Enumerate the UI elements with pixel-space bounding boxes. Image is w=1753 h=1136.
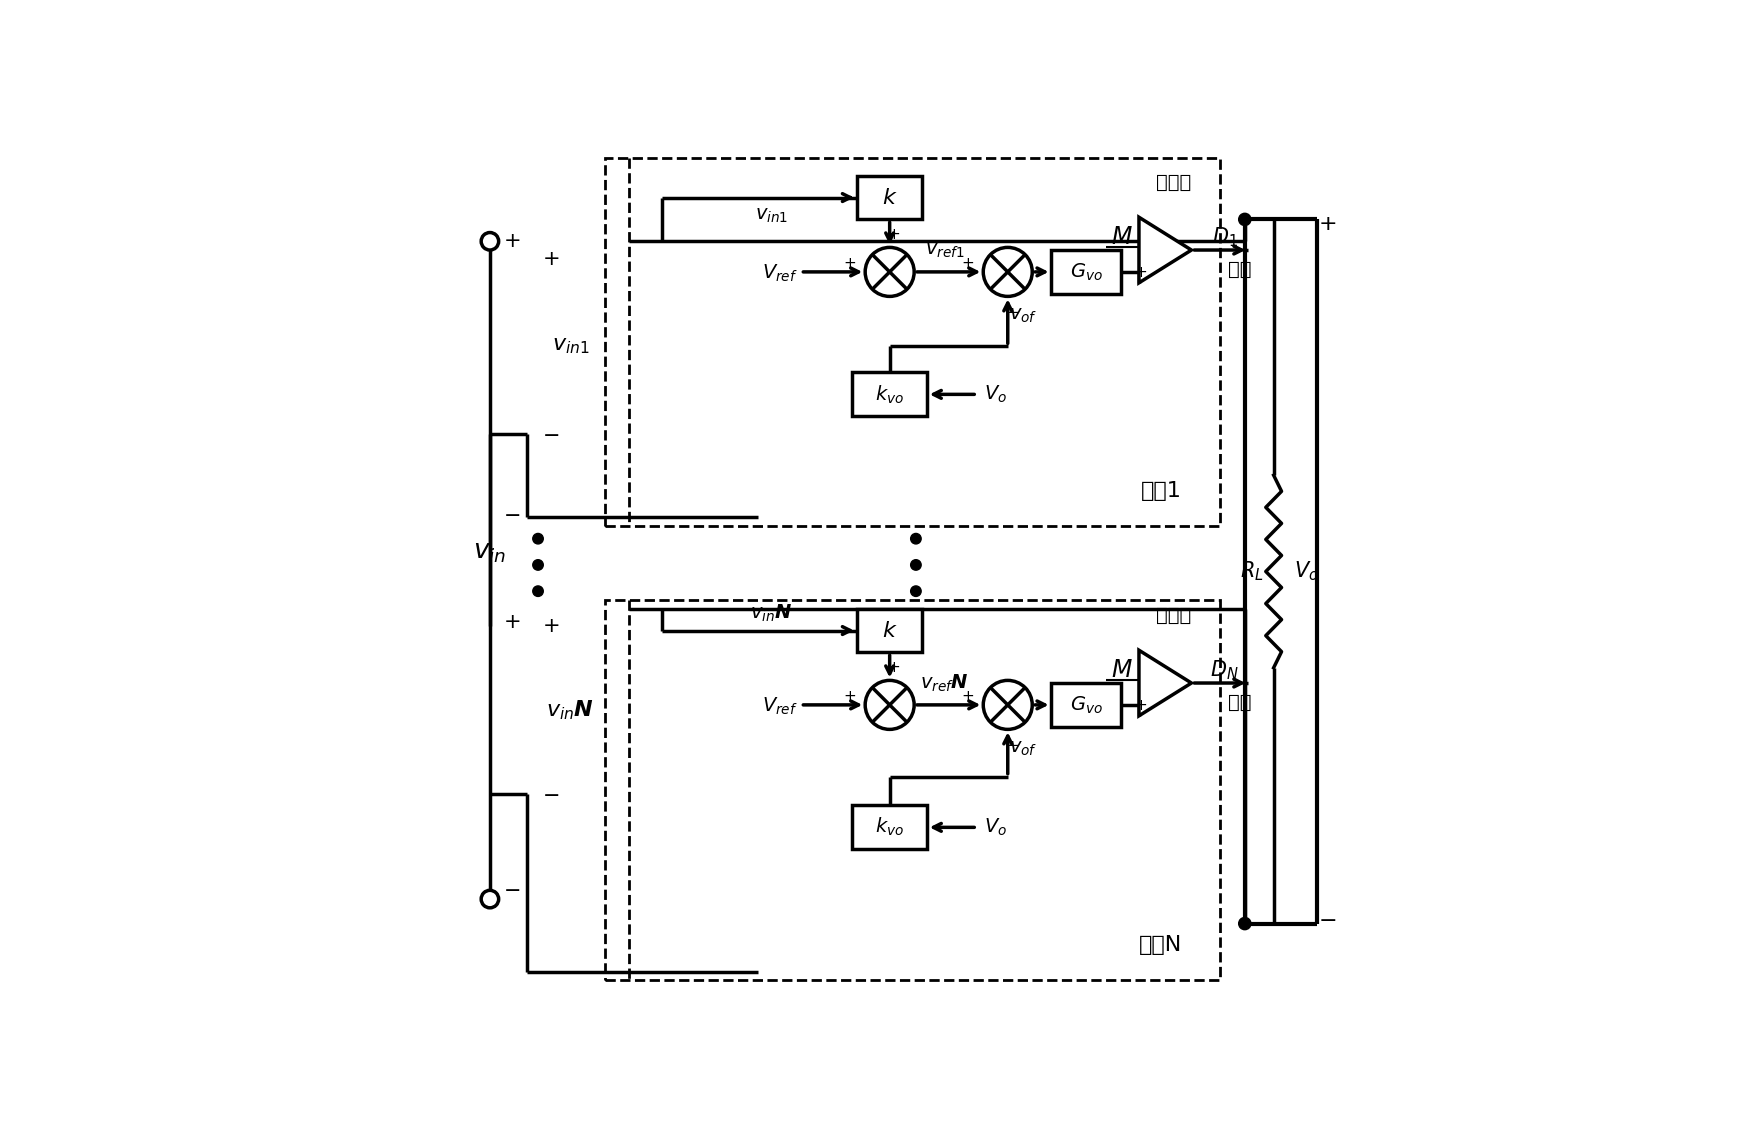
Text: $+$: $+$ <box>887 660 901 675</box>
Text: $V_o$: $V_o$ <box>983 384 1008 406</box>
Text: 比较器: 比较器 <box>1157 173 1192 192</box>
Circle shape <box>533 534 543 544</box>
Circle shape <box>480 233 498 250</box>
Text: $V_o$: $V_o$ <box>1294 560 1318 583</box>
Text: $k_{vo}$: $k_{vo}$ <box>875 816 905 838</box>
Text: $-$: $-$ <box>503 504 521 524</box>
Text: $k$: $k$ <box>882 187 898 208</box>
Text: $\mathit{M}$: $\mathit{M}$ <box>1111 225 1132 249</box>
Bar <box>852 805 927 850</box>
Text: $v_{of}$: $v_{of}$ <box>1010 740 1038 758</box>
Text: $v_{in}$N: $v_{in}$N <box>750 602 792 624</box>
Text: $-$: $-$ <box>542 784 559 804</box>
Text: $R_L$: $R_L$ <box>1239 560 1264 583</box>
Text: $+$: $+$ <box>961 256 975 270</box>
Text: $+$: $+$ <box>843 256 855 270</box>
Bar <box>857 176 922 219</box>
Polygon shape <box>1139 217 1192 283</box>
Polygon shape <box>1139 650 1192 716</box>
Text: 比较器: 比较器 <box>1157 605 1192 625</box>
Text: $v_{in1}$: $v_{in1}$ <box>756 206 789 225</box>
Text: $-$: $-$ <box>542 424 559 444</box>
Circle shape <box>1239 214 1252 226</box>
Circle shape <box>533 560 543 570</box>
Text: $+$: $+$ <box>961 688 975 703</box>
Text: 驱动: 驱动 <box>1227 693 1252 712</box>
Text: $+$: $+$ <box>843 688 855 703</box>
Text: $V_o$: $V_o$ <box>983 817 1008 838</box>
Text: $v_{ref}$N: $v_{ref}$N <box>920 673 969 694</box>
Text: $+$: $+$ <box>542 616 559 636</box>
Circle shape <box>983 680 1033 729</box>
Circle shape <box>910 586 920 596</box>
Text: $v_{in}$N: $v_{in}$N <box>547 699 594 722</box>
Circle shape <box>983 248 1033 296</box>
Circle shape <box>910 534 920 544</box>
Text: 驱动: 驱动 <box>1227 260 1252 278</box>
Text: $\mathit{M}$: $\mathit{M}$ <box>1111 658 1132 682</box>
Text: $D_N$: $D_N$ <box>1210 658 1239 682</box>
Text: $V_{ref}$: $V_{ref}$ <box>763 264 798 284</box>
Text: $G_{vo}$: $G_{vo}$ <box>1069 694 1103 716</box>
Text: $-$: $-$ <box>1006 303 1020 318</box>
Text: $+$: $+$ <box>887 227 901 242</box>
Circle shape <box>1239 918 1252 929</box>
Text: 模块N: 模块N <box>1139 935 1183 955</box>
Text: $G_{vo}$: $G_{vo}$ <box>1069 261 1103 283</box>
Text: $v_{in1}$: $v_{in1}$ <box>552 336 589 357</box>
Circle shape <box>866 248 913 296</box>
Text: $-$: $-$ <box>1318 909 1336 929</box>
Text: $v_{of}$: $v_{of}$ <box>1010 306 1038 325</box>
Bar <box>852 373 927 416</box>
Bar <box>857 609 922 652</box>
Circle shape <box>480 891 498 908</box>
Circle shape <box>910 560 920 570</box>
Text: $D_1$: $D_1$ <box>1211 225 1238 249</box>
Bar <box>605 600 1220 980</box>
Bar <box>605 158 1220 526</box>
Bar <box>1052 683 1122 727</box>
Text: $-$: $-$ <box>1006 736 1020 751</box>
Text: $v_{in}$: $v_{in}$ <box>473 538 507 565</box>
Text: $k_{vo}$: $k_{vo}$ <box>875 383 905 406</box>
Text: $+$: $+$ <box>1318 214 1336 234</box>
Text: $-$: $-$ <box>503 878 521 899</box>
Text: $k$: $k$ <box>882 620 898 641</box>
Text: $v_{ref1}$: $v_{ref1}$ <box>926 241 964 259</box>
Circle shape <box>866 680 913 729</box>
Bar <box>1052 250 1122 294</box>
Text: $+$: $+$ <box>1134 265 1146 279</box>
Text: $+$: $+$ <box>503 232 521 251</box>
Text: $+$: $+$ <box>1134 698 1146 712</box>
Text: $+$: $+$ <box>542 249 559 269</box>
Circle shape <box>533 586 543 596</box>
Text: $+$: $+$ <box>503 612 521 632</box>
Text: 模块1: 模块1 <box>1141 481 1182 501</box>
Text: $V_{ref}$: $V_{ref}$ <box>763 696 798 717</box>
